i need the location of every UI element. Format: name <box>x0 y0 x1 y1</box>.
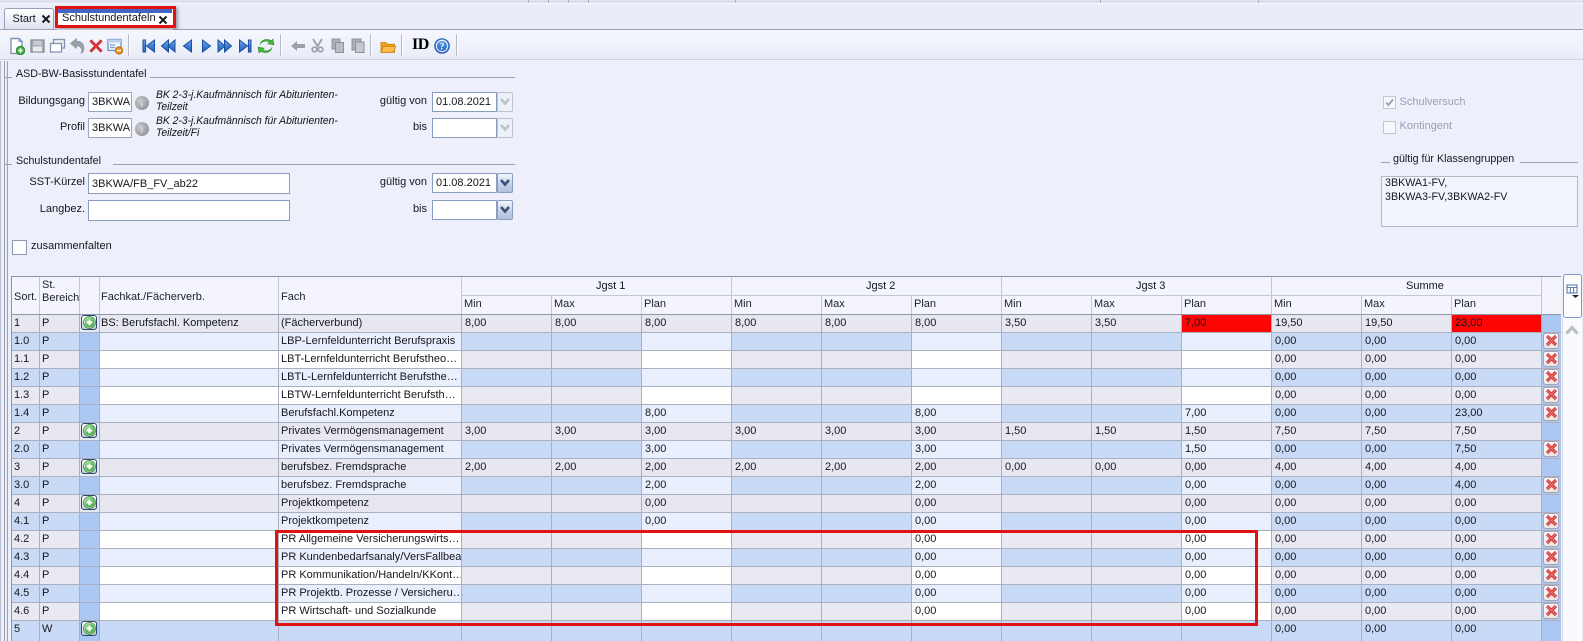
svg-text:?: ? <box>440 43 445 53</box>
